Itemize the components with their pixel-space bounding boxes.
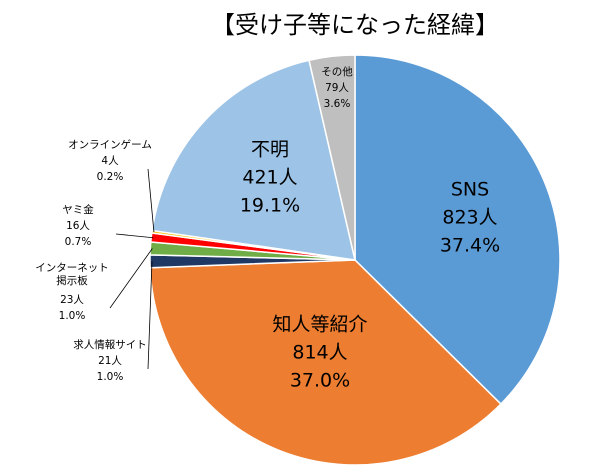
value-label: 1.0% bbox=[59, 310, 86, 322]
count-label: 4人 bbox=[101, 155, 119, 167]
value-label: 3.6% bbox=[324, 98, 351, 110]
slice-label: 知人等紹介 bbox=[272, 314, 367, 336]
slice-label: オンラインゲーム bbox=[68, 139, 152, 151]
value-label: 1.0% bbox=[97, 371, 124, 383]
count-label: 823人 bbox=[442, 207, 497, 229]
pie-slice bbox=[308, 54, 356, 261]
chart-title: 【受け子等になった経緯】 bbox=[211, 11, 499, 39]
value-label: 37.0% bbox=[290, 370, 350, 392]
count-label: 814人 bbox=[292, 342, 347, 364]
slice-label: 不明 bbox=[251, 139, 289, 161]
leader-line bbox=[147, 261, 153, 370]
count-label: 79人 bbox=[325, 82, 349, 94]
count-label: 23人 bbox=[60, 294, 84, 306]
slice-label: インターネット掲示板 bbox=[35, 262, 109, 287]
leader-line bbox=[109, 248, 153, 309]
slice-label: その他 bbox=[321, 65, 353, 78]
count-label: 21人 bbox=[98, 355, 122, 367]
count-label: 16人 bbox=[66, 220, 90, 232]
leader-line bbox=[115, 233, 154, 239]
value-label: 37.4% bbox=[440, 235, 500, 257]
pie-slice bbox=[151, 59, 356, 261]
slice-label: 求人情報サイト bbox=[73, 338, 147, 351]
value-label: 19.1% bbox=[240, 195, 300, 217]
count-label: 421人 bbox=[242, 167, 297, 189]
pie-slice bbox=[354, 54, 561, 406]
slice-label: ヤミ金 bbox=[62, 203, 94, 216]
slice-label: SNS bbox=[451, 179, 489, 201]
value-label: 0.2% bbox=[97, 171, 124, 183]
value-label: 0.7% bbox=[65, 236, 92, 248]
pie-slice bbox=[149, 259, 502, 466]
leader-line bbox=[147, 168, 155, 233]
